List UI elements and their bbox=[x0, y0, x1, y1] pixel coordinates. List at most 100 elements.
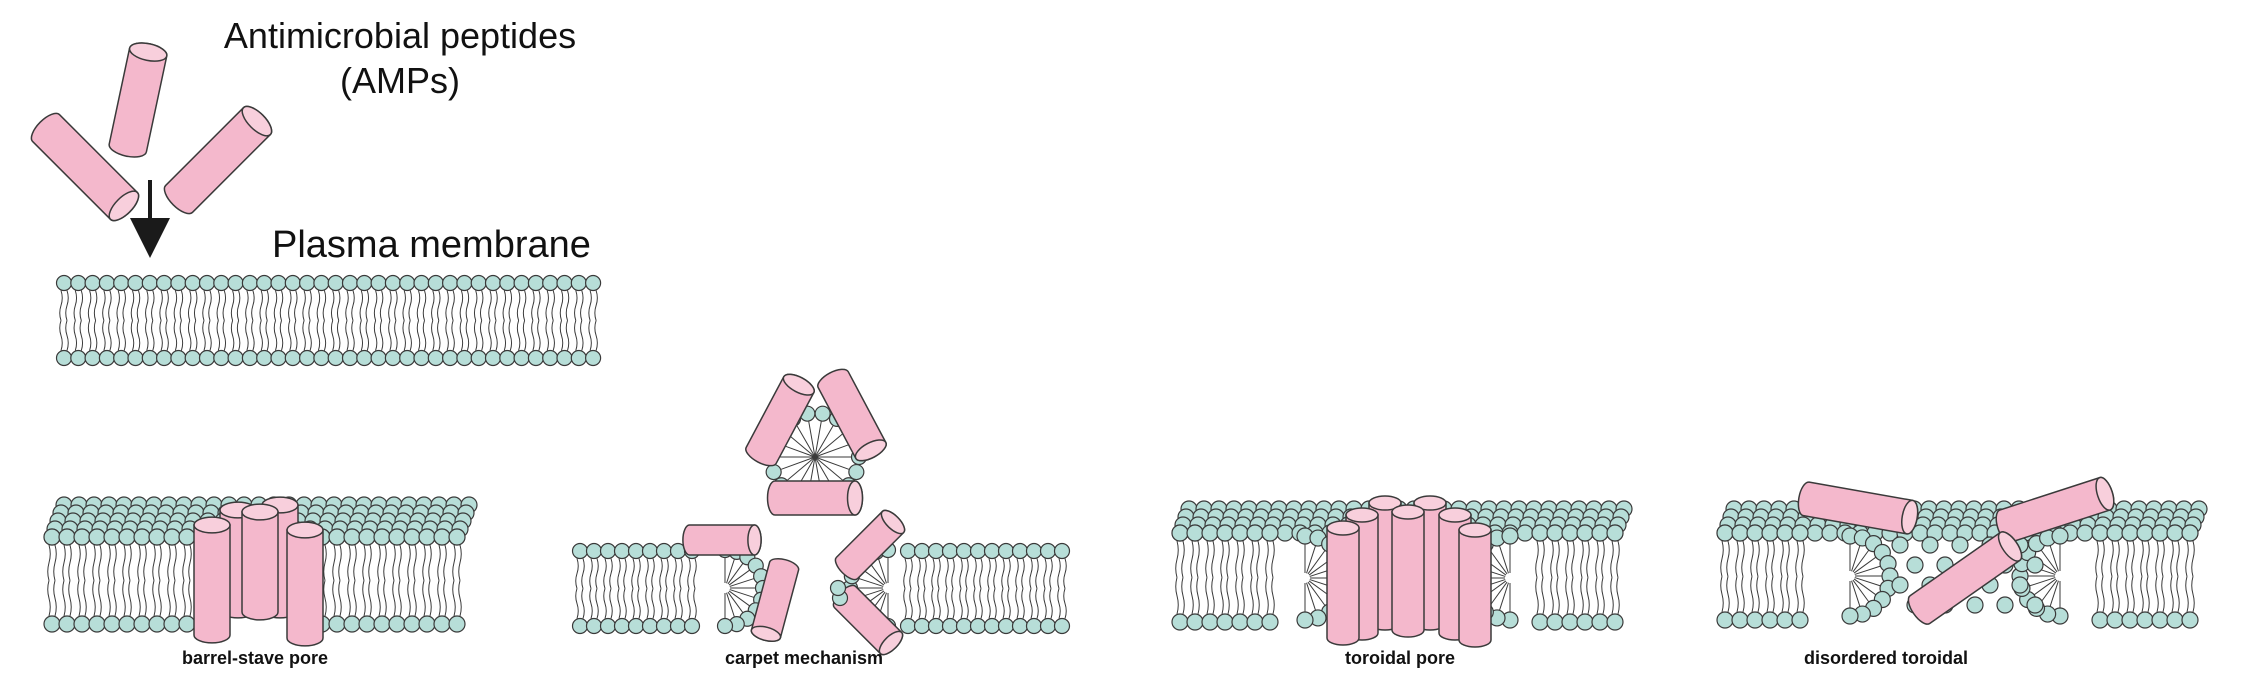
lipid-head bbox=[1716, 611, 1734, 629]
lipid-tail bbox=[167, 544, 171, 581]
lipid-tail bbox=[488, 320, 492, 351]
lipid-tail bbox=[1750, 540, 1754, 577]
lipid-tail bbox=[508, 290, 513, 321]
lipid-tail bbox=[945, 558, 949, 589]
lipid-tail bbox=[559, 320, 564, 351]
lipid-tail bbox=[338, 580, 342, 617]
lipid-tail bbox=[130, 320, 135, 351]
lipid-head bbox=[716, 617, 734, 635]
lipid-head bbox=[388, 528, 406, 546]
lipid-head bbox=[1841, 607, 1859, 625]
carpet-panel bbox=[571, 368, 1071, 656]
lipid-tail bbox=[336, 290, 341, 321]
lipid-tail bbox=[122, 290, 126, 321]
lipid-tail bbox=[631, 588, 635, 619]
lipid-head bbox=[513, 274, 530, 292]
lipid-tail bbox=[451, 320, 455, 351]
lipid-tail bbox=[1765, 540, 1769, 577]
lipid-tail bbox=[316, 320, 321, 351]
lipid-head bbox=[327, 274, 344, 292]
lipid-tail bbox=[413, 580, 417, 617]
lipid-head bbox=[1039, 542, 1057, 560]
lipid-head bbox=[1186, 524, 1204, 542]
lipid-tail bbox=[1595, 577, 1599, 615]
lipid-tail bbox=[931, 588, 935, 619]
lipid-head bbox=[43, 615, 61, 633]
lipid-tail bbox=[2155, 576, 2159, 613]
lipid-tail bbox=[909, 558, 913, 589]
lipid-tail bbox=[923, 558, 927, 589]
lipid-tail bbox=[951, 558, 955, 589]
lipid-head bbox=[955, 617, 973, 635]
lipid-head bbox=[570, 349, 587, 367]
lipid-head bbox=[127, 349, 144, 367]
lipid-tail bbox=[1049, 558, 1053, 589]
lipid-tail bbox=[188, 580, 192, 617]
lipid-head bbox=[456, 349, 473, 367]
lipid-tail bbox=[373, 320, 378, 351]
lipid-tail bbox=[488, 290, 492, 321]
lipid-tail bbox=[1190, 577, 1194, 615]
lipid-head bbox=[70, 274, 87, 292]
lipid-tail bbox=[665, 588, 669, 619]
lipid-tail bbox=[522, 320, 527, 351]
lipid-head bbox=[585, 542, 603, 560]
lipid-head bbox=[470, 349, 487, 367]
lipid-tail bbox=[1756, 540, 1760, 577]
lipid-head bbox=[84, 349, 101, 367]
lipid-tail bbox=[1489, 550, 1508, 575]
lipid-tail bbox=[1063, 558, 1067, 589]
lipid-tail bbox=[107, 544, 111, 581]
lipid-tail bbox=[1211, 540, 1215, 578]
lipid-head bbox=[1761, 524, 1779, 542]
lipid-tail bbox=[2146, 540, 2150, 577]
lipid-head bbox=[899, 617, 917, 635]
lipid-head bbox=[1746, 524, 1764, 542]
lipid-head bbox=[1921, 536, 1939, 554]
lipid-tail bbox=[595, 558, 599, 589]
lipid-tail bbox=[693, 558, 697, 589]
lipid-tail bbox=[159, 290, 163, 321]
lipid-tail bbox=[1043, 588, 1047, 619]
lipid-head bbox=[470, 274, 487, 292]
lipid-tail bbox=[987, 588, 991, 619]
lipid-tail bbox=[1220, 540, 1224, 578]
lipid-tail bbox=[2140, 576, 2144, 613]
lipid-head bbox=[1966, 596, 1984, 614]
peptide-cylinder bbox=[193, 516, 231, 644]
lipid-tail bbox=[1580, 577, 1584, 615]
lipid-head bbox=[571, 617, 589, 635]
lipid-tail bbox=[726, 558, 735, 584]
lipid-tail bbox=[173, 580, 177, 617]
lipid-tail bbox=[182, 544, 186, 581]
lipid-tail bbox=[428, 544, 432, 581]
lipid-tail bbox=[522, 290, 527, 321]
lipid-tail bbox=[1541, 577, 1545, 615]
lipid-tail bbox=[1750, 576, 1754, 613]
lipid-tail bbox=[1535, 577, 1539, 615]
lipid-tail bbox=[693, 588, 697, 619]
lipid-head bbox=[1906, 556, 1924, 574]
lipid-tail bbox=[1256, 540, 1260, 578]
lipid-head bbox=[2166, 611, 2184, 629]
lipid-tail bbox=[47, 544, 51, 581]
peptide-cylinder bbox=[1326, 520, 1360, 646]
lipid-tail bbox=[1556, 540, 1560, 578]
lipid-tail bbox=[1226, 577, 1230, 615]
lipid-head bbox=[356, 274, 373, 292]
lipid-tail bbox=[208, 290, 212, 321]
peptide-cylinder bbox=[1458, 522, 1492, 648]
lipid-tail bbox=[136, 320, 141, 351]
lipid-tail bbox=[1306, 582, 1316, 611]
lipid-tail bbox=[878, 558, 887, 584]
lipid-head bbox=[156, 274, 173, 292]
peptide-cylinder bbox=[163, 105, 273, 215]
lipid-tail bbox=[353, 544, 357, 581]
lipid-head bbox=[2151, 524, 2169, 542]
lipid-tail bbox=[687, 588, 691, 619]
lipid-head bbox=[384, 274, 401, 292]
lipid-tail bbox=[1786, 540, 1790, 577]
lipid-tail bbox=[416, 320, 421, 351]
lipid-tail bbox=[222, 290, 227, 321]
lipid-head bbox=[328, 615, 346, 633]
